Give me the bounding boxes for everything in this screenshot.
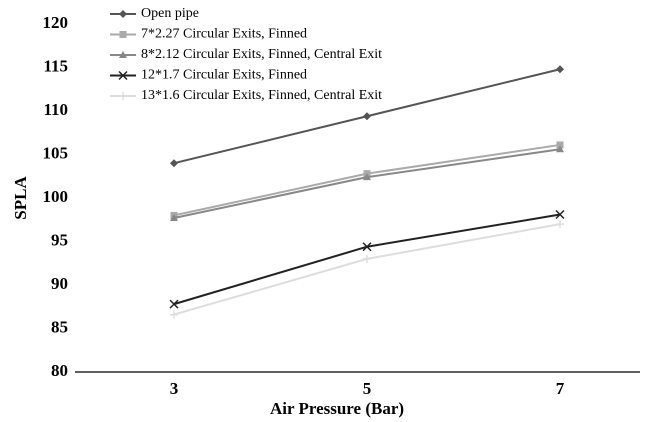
marker [170, 214, 178, 222]
legend-label: 8*2.12 Circular Exits, Finned, Central E… [141, 47, 382, 62]
legend-label: 7*2.27 Circular Exits, Finned [141, 27, 307, 42]
x-axis-title: Air Pressure (Bar) [270, 399, 404, 418]
marker [555, 209, 565, 220]
y-tick-label: 85 [51, 317, 68, 336]
marker [556, 145, 564, 153]
y-tick-label: 95 [51, 230, 68, 249]
x-tick-label: 5 [363, 379, 372, 398]
marker [556, 141, 564, 149]
y-tick-label: 115 [43, 56, 68, 75]
y-tick-label: 80 [51, 361, 68, 380]
marker [362, 242, 372, 252]
series-line [173, 148, 561, 219]
x-tick-label: 3 [170, 379, 179, 398]
legend-label: 13*1.6 Circular Exits, Finned, Central E… [141, 88, 382, 103]
x-tick-label: 7 [556, 379, 565, 398]
marker [363, 254, 371, 263]
marker [556, 65, 564, 74]
marker [363, 112, 371, 121]
y-tick-label: 105 [43, 143, 69, 162]
marker [119, 51, 127, 58]
marker [119, 10, 127, 18]
marker [170, 159, 178, 168]
y-tick-label: 110 [43, 100, 68, 119]
legend-label: Open pipe [141, 6, 199, 21]
y-tick-label: 100 [43, 187, 69, 206]
marker [556, 220, 564, 229]
legend-label: 12*1.7 Circular Exits, Finned [141, 68, 307, 83]
y-axis-title: SPLA [11, 176, 30, 220]
marker [169, 299, 179, 309]
marker [363, 173, 371, 181]
marker [119, 92, 127, 100]
y-tick-label: 90 [51, 274, 68, 293]
marker [118, 70, 128, 81]
y-tick-label: 120 [43, 13, 69, 32]
series-line [173, 223, 561, 316]
marker [170, 310, 178, 319]
marker [119, 31, 127, 38]
